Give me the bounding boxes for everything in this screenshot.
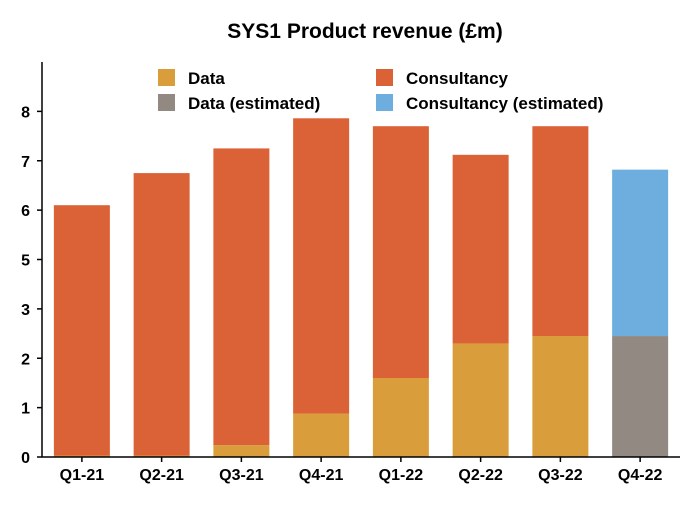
y-tick-label: 8 [21, 104, 30, 121]
y-tick-label: 1 [21, 401, 30, 418]
bar-Q1-22-series-1 [372, 126, 429, 378]
legend-label: Data (estimated) [188, 94, 320, 113]
legend-swatch [376, 69, 393, 86]
y-tick-label: 5 [21, 253, 30, 270]
x-tick-label: Q4-22 [618, 467, 663, 484]
x-tick-label: Q3-22 [538, 467, 583, 484]
bar-Q4-21-series-0 [293, 413, 350, 457]
bar-Q4-22-series-3 [612, 169, 669, 337]
x-tick-label: Q2-22 [458, 467, 503, 484]
legend-label: Consultancy [406, 69, 509, 88]
bar-Q2-22-series-0 [452, 343, 509, 457]
legend-swatch [158, 94, 175, 111]
y-tick-label: 6 [21, 203, 30, 220]
chart-title: SYS1 Product revenue (£m) [227, 20, 502, 43]
x-tick-label: Q4-21 [299, 467, 344, 484]
legend-swatch [158, 69, 175, 86]
y-tick-label: 7 [21, 154, 30, 171]
y-tick-label: 2 [21, 351, 30, 368]
x-tick-label: Q3-21 [219, 467, 264, 484]
bar-Q4-21-series-1 [293, 118, 350, 414]
legend: Data Consultancy Data (estimated) Consultan… [158, 69, 603, 113]
y-tick-label: 3 [21, 302, 30, 319]
bar-Q3-22-series-0 [532, 336, 589, 457]
x-tick-label: Q1-21 [60, 467, 105, 484]
x-tick-label: Q1-22 [379, 467, 424, 484]
bar-Q3-22-series-1 [532, 126, 589, 337]
legend-label: Data [188, 69, 225, 88]
bars-group [53, 118, 669, 457]
bar-Q2-21-series-1 [133, 173, 190, 456]
y-tick-label: 0 [21, 450, 30, 467]
bar-Q2-22-series-1 [452, 154, 509, 344]
legend-swatch [376, 94, 393, 111]
bar-Q3-21-series-1 [213, 148, 270, 446]
bar-Q4-22-series-2 [612, 336, 669, 457]
x-tick-label: Q2-21 [139, 467, 184, 484]
bar-Q1-22-series-0 [372, 378, 429, 457]
bar-Q3-21-series-0 [213, 445, 270, 457]
legend-label: Consultancy (estimated) [406, 94, 603, 113]
axes-group: Q1-21 Q2-21 Q3-21 Q4-21 Q1-22 Q2-22 Q3-22 Q4-22… [21, 62, 680, 484]
bar-Q1-21-series-1 [53, 205, 110, 456]
